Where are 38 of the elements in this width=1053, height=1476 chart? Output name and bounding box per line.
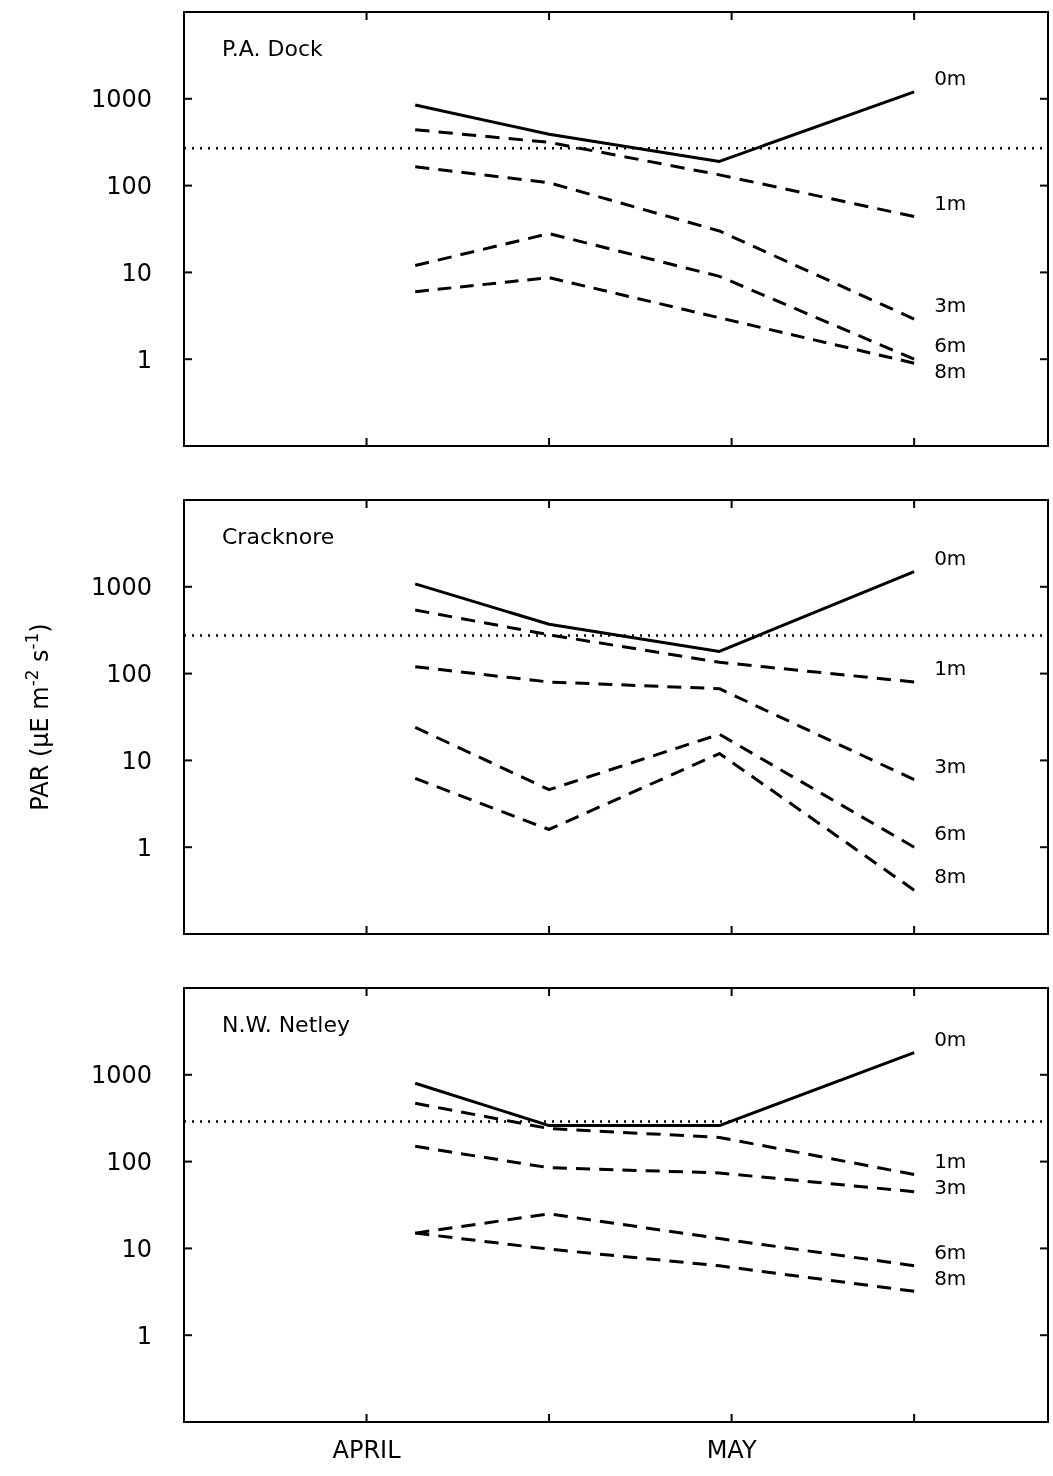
line-series	[413, 725, 916, 849]
series-label: 6m	[934, 333, 967, 358]
line-series	[413, 232, 916, 361]
series-label: 0m	[934, 65, 967, 90]
series-label: 3m	[934, 1174, 967, 1199]
text: P.A. Dock	[222, 36, 323, 61]
y-tick-label: 100	[106, 660, 152, 688]
series-label: 6m	[934, 821, 967, 846]
text: Cracknore	[222, 524, 335, 549]
y-tick-label: 1000	[90, 573, 152, 602]
y-tick-label: 10	[121, 258, 152, 287]
y-tick-label: 100	[106, 1148, 152, 1176]
series-label: 0m	[934, 545, 967, 570]
y-tick-label: 1000	[90, 85, 152, 114]
series-label: 8m	[934, 864, 967, 889]
series-label: 0m	[934, 1026, 967, 1051]
line-series	[413, 665, 916, 782]
y-tick-label: 1	[136, 833, 152, 862]
series-label: 6m	[934, 1239, 967, 1264]
y-tick-label: 1	[136, 345, 152, 374]
line-series	[413, 1144, 916, 1194]
series-label: 3m	[934, 293, 967, 318]
series-label: 3m	[934, 753, 967, 778]
line-series	[413, 752, 916, 892]
series-label: 1m	[934, 656, 967, 681]
x-tick-label: MAY	[706, 1436, 757, 1464]
y-tick-label: 10	[121, 1234, 152, 1263]
series-label: 8m	[934, 359, 967, 384]
series-label: 1m	[934, 190, 967, 215]
series-label: 8m	[934, 1265, 967, 1290]
y-tick-label: 100	[106, 172, 152, 200]
y-tick-label: 10	[121, 746, 152, 775]
x-tick-label: APRIL	[332, 1436, 402, 1464]
series-label: 1m	[934, 1148, 967, 1173]
y-tick-label: 1	[136, 1321, 152, 1350]
text: N.W. Netley	[222, 1012, 350, 1037]
y-tick-label: 1000	[90, 1061, 152, 1090]
line-series	[413, 165, 916, 321]
